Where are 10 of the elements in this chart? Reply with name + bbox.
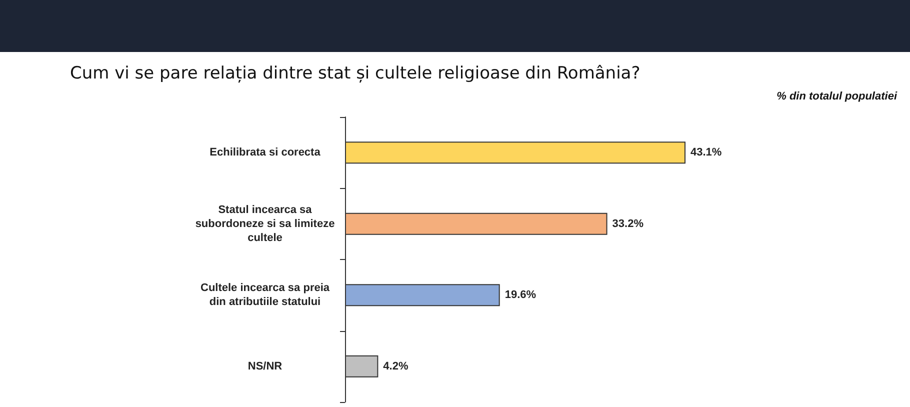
chart-title: Cum vi se pare relația dintre stat și cultele religioase din România?: [70, 64, 640, 84]
text: % din totalul populatiei: [776, 90, 898, 102]
y-tick-label: NS/NR: [248, 360, 282, 372]
y-tick-label: Statul incearca sa subordoneze si sa limiteze cultele: [195, 204, 335, 244]
data-label: 4.2%: [383, 360, 408, 372]
data-label: 33.2%: [612, 218, 644, 230]
data-label: 43.1%: [690, 146, 722, 159]
data-label: 19.6%: [504, 289, 536, 302]
y-tick-label: Cultele incearca sa preia din atributiile statului: [200, 282, 330, 308]
y-tick-label: Echilibrata si corecta: [210, 146, 322, 159]
